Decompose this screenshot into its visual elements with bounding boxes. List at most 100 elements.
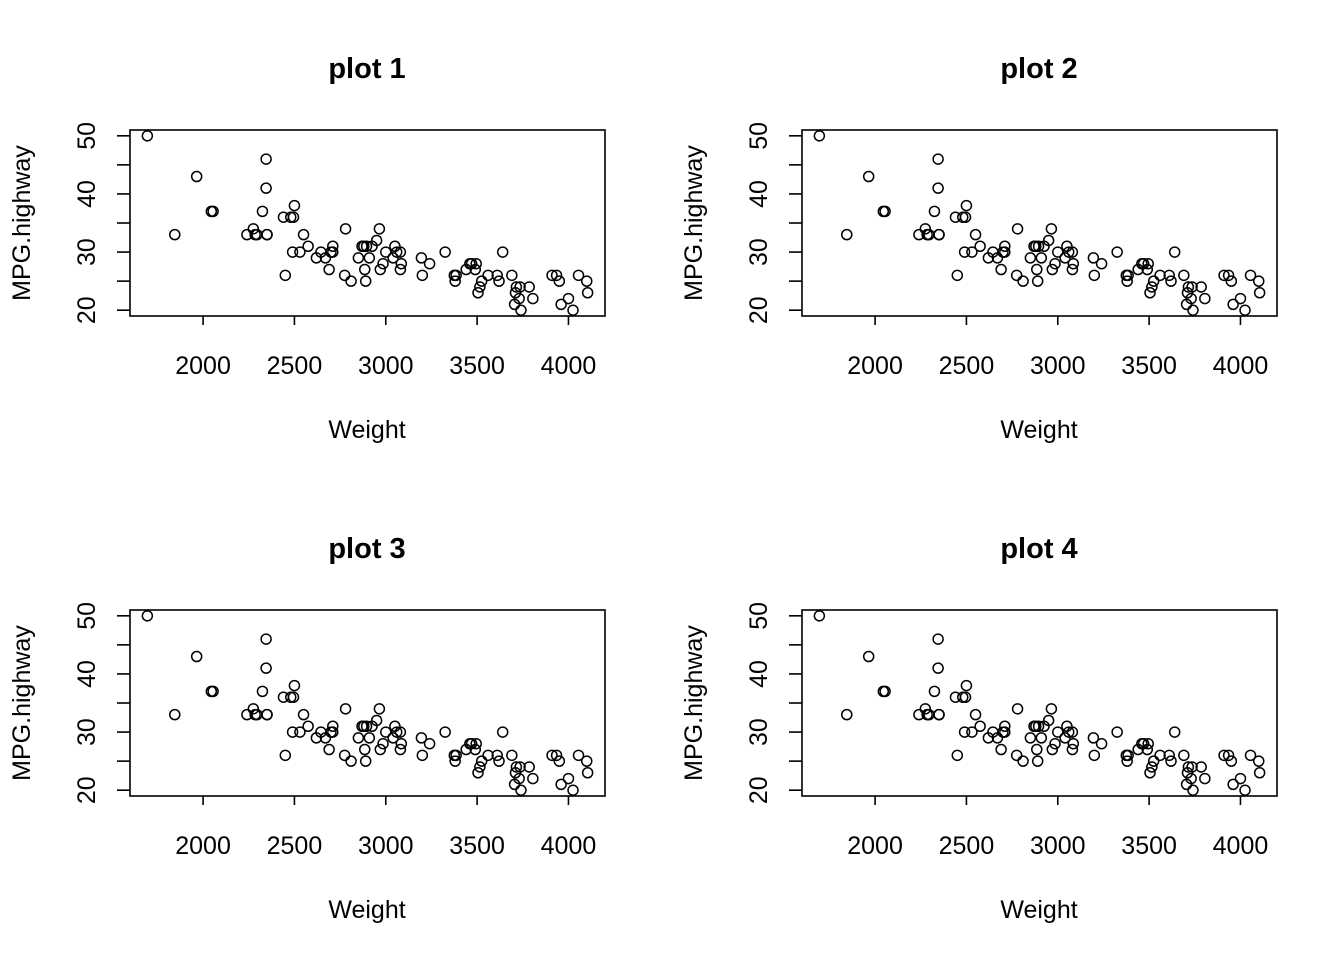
- data-point: [1042, 234, 1055, 247]
- data-point: [1095, 737, 1108, 750]
- data-point: [1142, 257, 1154, 270]
- data-point: [190, 170, 203, 183]
- data-point: [515, 784, 527, 796]
- plot-title: plot 4: [1000, 533, 1077, 565]
- data-point: [1042, 714, 1055, 727]
- data-point: [475, 755, 488, 767]
- data-point: [1087, 252, 1100, 264]
- data-point: [390, 726, 403, 738]
- x-tick-label: 2000: [175, 352, 231, 380]
- data-point: [514, 281, 526, 293]
- data-point: [506, 749, 518, 762]
- data-point: [527, 772, 539, 785]
- data-point: [959, 691, 972, 703]
- data-point: [1061, 720, 1073, 732]
- data-point: [1144, 767, 1156, 779]
- data-point: [1031, 275, 1044, 287]
- data-point: [1239, 784, 1251, 796]
- data-point: [261, 228, 273, 241]
- data-point: [1141, 743, 1154, 756]
- data-point: [288, 679, 301, 692]
- data-point: [1199, 292, 1211, 305]
- data-point: [841, 708, 853, 721]
- data-point: [297, 228, 310, 241]
- data-point: [493, 755, 505, 767]
- data-point: [506, 269, 518, 282]
- data-point: [1222, 749, 1235, 762]
- data-point: [1049, 257, 1061, 270]
- data-point: [1163, 269, 1175, 282]
- y-tick-label: 40: [73, 660, 101, 688]
- data-point: [359, 263, 371, 276]
- data-point: [555, 298, 567, 311]
- data-point: [581, 767, 594, 779]
- data-point: [1147, 755, 1160, 767]
- y-tick-label: 20: [745, 296, 773, 324]
- data-point: [932, 633, 944, 645]
- data-point: [370, 714, 383, 727]
- data-point: [1052, 246, 1064, 258]
- data-point: [1187, 784, 1199, 796]
- data-point: [550, 269, 563, 282]
- data-point: [416, 269, 429, 282]
- data-point: [360, 720, 373, 732]
- data-point: [1239, 304, 1251, 316]
- plot-title: plot 2: [1000, 53, 1077, 85]
- data-point: [1218, 749, 1230, 762]
- data-point: [247, 703, 260, 715]
- data-point: [1187, 304, 1199, 316]
- plot-panel-4: plot 4 Weight MPG.highway 2000 2500 3000 35…: [680, 533, 1278, 924]
- data-point: [1234, 292, 1247, 305]
- data-point: [1088, 269, 1101, 282]
- x-tick-label: 4000: [1213, 832, 1269, 860]
- data-point: [1154, 269, 1166, 282]
- data-point: [1163, 749, 1175, 762]
- data-point: [287, 211, 300, 223]
- data-point: [1178, 749, 1190, 762]
- data-point: [567, 784, 579, 796]
- data-points: [813, 130, 1266, 316]
- data-point: [387, 252, 399, 264]
- x-axis-label: Weight: [1000, 416, 1077, 444]
- data-point: [141, 130, 154, 142]
- x-tick-label: 3500: [1121, 832, 1177, 860]
- data-point: [580, 755, 593, 767]
- data-point: [423, 737, 436, 750]
- data-point: [288, 199, 301, 212]
- data-point: [1222, 269, 1235, 282]
- data-point: [1225, 275, 1238, 287]
- data-point: [475, 275, 488, 287]
- data-point: [261, 708, 273, 721]
- data-point: [515, 304, 527, 316]
- data-point: [190, 650, 203, 663]
- data-point: [562, 772, 575, 785]
- data-point: [465, 737, 478, 750]
- x-tick-label: 2500: [939, 832, 995, 860]
- data-point: [1031, 743, 1043, 756]
- data-point: [969, 228, 982, 241]
- x-tick-label: 4000: [541, 352, 597, 380]
- data-point: [546, 269, 558, 282]
- y-axis-ticks: 20 30 40 50: [73, 602, 130, 804]
- data-point: [260, 662, 272, 674]
- data-point: [995, 263, 1007, 276]
- data-point: [1154, 749, 1166, 762]
- data-point: [339, 223, 352, 235]
- data-point: [919, 703, 932, 715]
- y-tick-label: 30: [73, 718, 101, 746]
- data-point: [1122, 749, 1134, 762]
- data-point: [1141, 263, 1154, 276]
- data-point: [423, 257, 436, 270]
- data-point: [394, 726, 407, 738]
- data-point: [327, 246, 339, 258]
- data-point: [339, 703, 352, 715]
- data-point: [928, 685, 941, 698]
- data-point: [469, 263, 482, 276]
- data-point: [449, 755, 461, 767]
- data-point: [1165, 755, 1177, 767]
- x-axis-label: Weight: [328, 416, 405, 444]
- data-point: [1024, 732, 1037, 744]
- data-point: [932, 153, 944, 165]
- data-point: [1185, 292, 1197, 305]
